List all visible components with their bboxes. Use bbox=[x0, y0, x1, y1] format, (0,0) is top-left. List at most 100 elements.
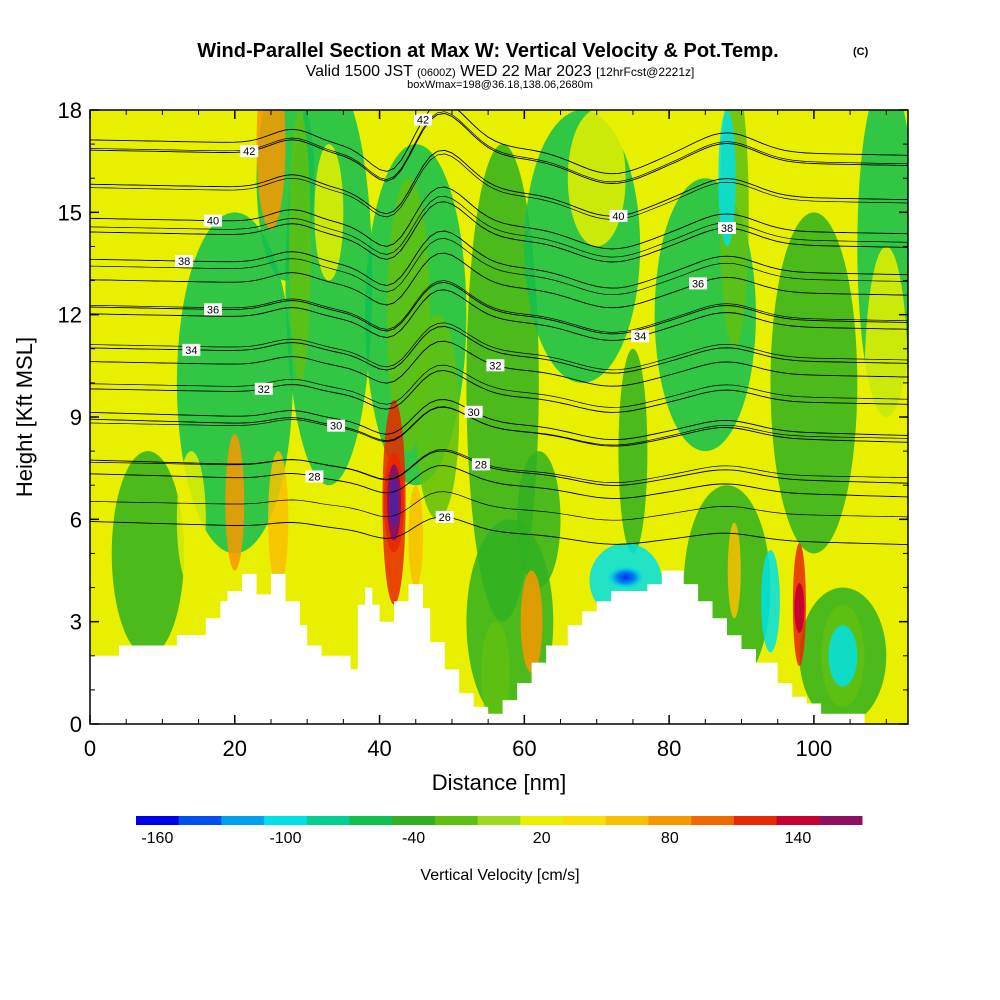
isentrope-label-text: 28 bbox=[308, 472, 320, 484]
x-tick-label: 0 bbox=[84, 736, 96, 761]
isentrope-label-text: 30 bbox=[330, 421, 342, 433]
chart-title-copyright: (C) bbox=[853, 46, 869, 58]
colorbar-swatch bbox=[306, 816, 351, 825]
isentrope-label-text: 42 bbox=[417, 115, 429, 127]
x-tick-label: 80 bbox=[657, 736, 681, 761]
isentrope-line bbox=[90, 230, 908, 289]
colorbar: -160 -100 -40 20 80 140 bbox=[136, 816, 863, 847]
isentrope-label: 26 bbox=[435, 510, 454, 524]
isentrope-label: 36 bbox=[204, 303, 223, 316]
updraft-core-east bbox=[794, 583, 805, 634]
isentrope-line bbox=[90, 238, 908, 296]
valid-time-line: Valid 1500 JST (0600Z) WED 22 Mar 2023 [… bbox=[306, 63, 695, 80]
isentrope-label-text: 40 bbox=[612, 211, 624, 223]
isentrope-label-text: 40 bbox=[207, 216, 219, 228]
velocity-cell bbox=[256, 110, 286, 230]
isentrope-label-text: 26 bbox=[439, 512, 451, 524]
y-tick-label: 12 bbox=[58, 303, 82, 328]
x-axis-label: Distance [nm] bbox=[432, 770, 567, 795]
velocity-cell bbox=[618, 348, 648, 554]
isentrope-label: 40 bbox=[609, 209, 628, 223]
colorbar-tick-label: 80 bbox=[661, 830, 679, 847]
colorbar-swatch bbox=[178, 816, 222, 825]
valid-date: WED 22 Mar 2023 bbox=[460, 63, 592, 80]
isentrope-label-text: 28 bbox=[475, 459, 487, 471]
colorbar-swatch bbox=[349, 816, 393, 825]
isentrope-line bbox=[90, 281, 908, 335]
colorbar-swatch bbox=[605, 816, 649, 825]
colorbar-tick-label: 20 bbox=[533, 830, 551, 847]
valid-time: Valid 1500 JST bbox=[306, 63, 414, 80]
velocity-cell bbox=[480, 621, 510, 724]
y-tick-label: 9 bbox=[70, 405, 82, 430]
velocity-cell bbox=[828, 625, 858, 687]
isentrope-label: 38 bbox=[718, 221, 737, 235]
isentrope-label-bg bbox=[204, 303, 223, 316]
velocity-cell bbox=[176, 212, 293, 554]
colorbar-label: Vertical Velocity [cm/s] bbox=[420, 867, 579, 884]
colorbar-swatch bbox=[136, 816, 180, 825]
velocity-cell bbox=[268, 451, 289, 588]
velocity-cell bbox=[176, 451, 206, 588]
isentrope-line bbox=[90, 153, 908, 220]
colorbar-swatch bbox=[819, 816, 863, 825]
isentrope-label-text: 36 bbox=[207, 304, 219, 316]
isentrope-label-text: 32 bbox=[258, 384, 270, 396]
colorbar-swatch bbox=[221, 816, 265, 825]
colorbar-tick-label: -40 bbox=[402, 830, 425, 847]
isentrope-line bbox=[90, 195, 908, 258]
isentrope-label: 36 bbox=[689, 277, 708, 290]
isentrope-label: 32 bbox=[254, 382, 273, 396]
colorbar-swatch bbox=[434, 816, 479, 825]
velocity-cell bbox=[111, 451, 185, 656]
isentrope-line bbox=[90, 289, 908, 341]
isentrope-label-bg bbox=[471, 458, 490, 471]
colorbar-swatch bbox=[392, 816, 436, 825]
colorbar-swatch bbox=[563, 816, 607, 825]
downdraft-core bbox=[607, 566, 644, 589]
isentrope-line bbox=[90, 113, 908, 184]
isentrope-label-text: 38 bbox=[721, 223, 733, 235]
isentrope-label-bg bbox=[413, 113, 432, 126]
y-tick-label: 0 bbox=[70, 712, 82, 737]
isentrope-line bbox=[90, 364, 908, 408]
isentrope-label-text: 30 bbox=[468, 407, 480, 419]
velocity-cell bbox=[761, 550, 780, 653]
colorbar-tick-label: 140 bbox=[785, 830, 812, 847]
velocity-cell bbox=[770, 212, 858, 554]
y-axis-label: Height [Kft MSL] bbox=[12, 337, 37, 497]
y-tick-label: 15 bbox=[58, 200, 82, 225]
isentrope-label: 42 bbox=[240, 145, 259, 158]
colorbar-swatch bbox=[691, 816, 735, 825]
isentrope-line bbox=[90, 516, 908, 546]
colorbar-swatch bbox=[733, 816, 778, 825]
isentrope-label-bg bbox=[254, 382, 273, 395]
isentrope-label-text: 38 bbox=[178, 256, 190, 268]
isentrope-line bbox=[90, 110, 908, 175]
x-tick-label: 60 bbox=[512, 736, 536, 761]
isentrope-label-text: 34 bbox=[185, 345, 197, 357]
isentrope-label-bg bbox=[631, 330, 650, 343]
chart-title: Wind-Parallel Section at Max W: Vertical… bbox=[197, 40, 778, 62]
colorbar-swatch bbox=[776, 816, 820, 825]
updraft-core-peak bbox=[390, 478, 399, 527]
isentrope-label: 42 bbox=[413, 113, 432, 127]
isentrope-label: 28 bbox=[471, 458, 490, 471]
isentrope-line bbox=[90, 399, 908, 441]
velocity-cell bbox=[225, 434, 245, 571]
colorbar-swatch bbox=[520, 816, 564, 825]
isentrope-label: 38 bbox=[175, 255, 194, 268]
isentrope-label-text: 36 bbox=[692, 278, 704, 290]
velocity-cell bbox=[567, 110, 626, 247]
isentrope-label: 40 bbox=[204, 214, 223, 228]
plot-area: 26 28 28 30 30 32 32 34 34 36 36 38 38 40 40 42 42 bbox=[90, 110, 908, 724]
isentrope-label-bg bbox=[435, 510, 454, 523]
x-tick-label: 20 bbox=[223, 736, 247, 761]
y-tick-label: 18 bbox=[58, 98, 82, 123]
velocity-cell bbox=[727, 522, 741, 619]
box-max-info: boxWmax=198@36.18,138.06,2680m bbox=[407, 79, 593, 91]
isentrope-line bbox=[90, 406, 908, 446]
isentrope-label: 32 bbox=[486, 359, 505, 372]
isentrope-label-bg bbox=[240, 145, 259, 158]
